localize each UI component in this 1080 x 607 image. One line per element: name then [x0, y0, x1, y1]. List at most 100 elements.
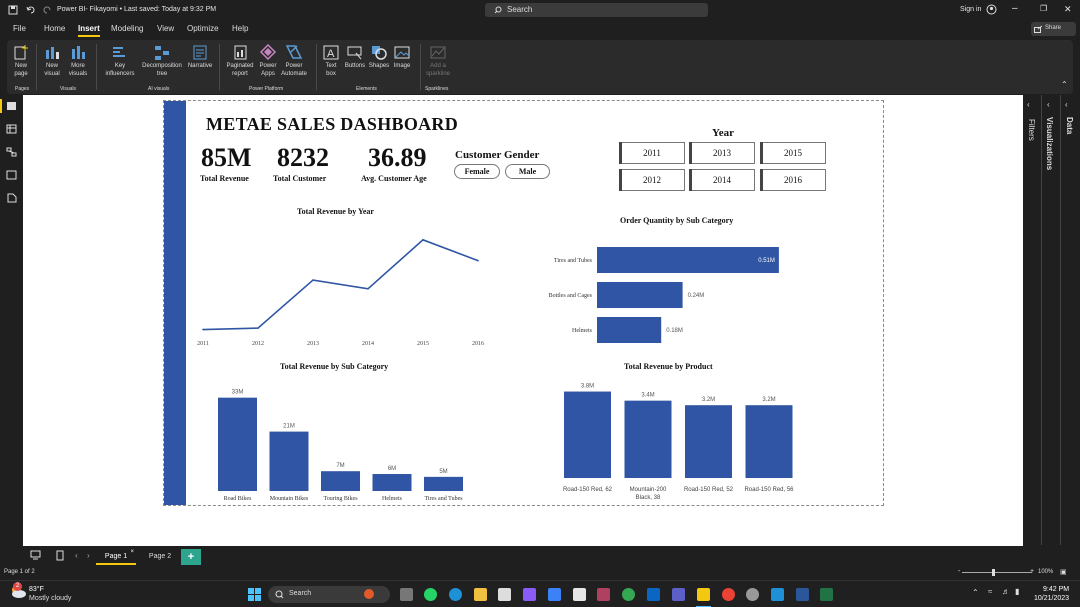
bar-data-label: 0.18M [666, 328, 683, 334]
visualizations-collapse-icon[interactable]: ‹ [1047, 100, 1050, 109]
chart-revenue-by-product[interactable]: 3.8M Road-150 Red, 62 3.4M Mountain-200 Blac… [552, 373, 812, 505]
sign-in-link[interactable]: Sign in [960, 6, 982, 13]
account-icon[interactable] [986, 4, 997, 15]
whatsapp-icon[interactable] [424, 588, 437, 601]
power-apps-button[interactable]: Power Apps [256, 44, 280, 78]
tab-page-1[interactable]: Page 1 × [96, 549, 136, 565]
buttons-button[interactable]: Buttons [342, 44, 368, 70]
text-box-button[interactable]: A Text box [320, 44, 342, 78]
add-page-button[interactable]: + [181, 549, 201, 565]
wifi-icon[interactable]: ≈ [988, 587, 993, 596]
mobile-layout-icon[interactable] [56, 550, 64, 561]
year-2013-button[interactable]: 2013 [689, 142, 755, 164]
table-view-icon[interactable] [6, 124, 17, 134]
app-badge-icon[interactable] [597, 588, 610, 601]
store-icon[interactable] [498, 588, 511, 601]
redo-icon[interactable] [42, 5, 52, 15]
next-page-icon[interactable]: › [87, 551, 90, 560]
prev-page-icon[interactable]: ‹ [75, 551, 78, 560]
chart-order-qty-by-subcategory[interactable]: Tires and Tubes 0.51M Bottles and Cages 0.2… [524, 237, 824, 347]
battery-icon[interactable]: ▮ [1015, 587, 1020, 596]
settings-icon[interactable] [746, 588, 759, 601]
notepad-icon[interactable] [548, 588, 561, 601]
close-tab-icon[interactable]: × [130, 549, 134, 555]
menu-help[interactable]: Help [232, 24, 249, 33]
zoom-out-icon[interactable]: - [958, 568, 961, 575]
minimize-button[interactable]: – [1012, 3, 1018, 14]
taskbar-search[interactable]: Search [268, 586, 390, 603]
model-view-icon[interactable] [6, 147, 17, 157]
new-page-button[interactable]: New page [9, 44, 33, 78]
photos-icon[interactable] [771, 588, 784, 601]
x-tick-label: 2013 [307, 341, 319, 347]
clock-time[interactable]: 9:42 PM [1043, 586, 1070, 593]
tab-page-2[interactable]: Page 2 [148, 553, 172, 560]
close-button[interactable]: ✕ [1064, 4, 1072, 14]
paginated-report-button[interactable]: Paginated report [223, 44, 257, 78]
menu-home[interactable]: Home [44, 24, 66, 33]
visualizations-pane-tab[interactable]: Visualizations [1045, 117, 1054, 171]
side-panes: ‹ ‹ ‹ Filters Visualizations Data [1023, 95, 1080, 545]
menu-file[interactable]: File [13, 24, 26, 33]
save-icon[interactable] [8, 5, 18, 15]
tray-chevron-icon[interactable]: ⌃ [972, 588, 979, 597]
text-box-icon: A [323, 45, 339, 60]
chrome-icon[interactable] [622, 588, 635, 601]
tmdl-view-icon[interactable] [6, 193, 17, 203]
year-2011-button[interactable]: 2011 [619, 142, 685, 164]
menu-modeling[interactable]: Modeling [111, 24, 144, 33]
fit-page-icon[interactable]: ▣ [1060, 569, 1067, 576]
decomposition-tree-icon [155, 46, 169, 60]
search-input[interactable]: Search [485, 3, 708, 17]
report-view-icon[interactable] [6, 101, 17, 111]
more-visuals-button[interactable]: More visuals [65, 44, 91, 78]
edge-icon[interactable] [449, 588, 462, 601]
power-bi-icon[interactable] [697, 588, 710, 601]
teams-icon[interactable] [672, 588, 685, 601]
app-icon[interactable] [573, 588, 586, 601]
filters-pane-tab[interactable]: Filters [1027, 119, 1036, 141]
chart-revenue-by-year[interactable]: 2011 2012 2013 2014 2015 2016 [192, 219, 492, 349]
new-visual-button[interactable]: New visual [40, 44, 64, 78]
undo-icon[interactable] [26, 5, 36, 15]
excel-icon[interactable] [820, 588, 833, 601]
file-explorer-icon[interactable] [474, 588, 487, 601]
clock-date[interactable]: 10/21/2023 [1034, 595, 1070, 602]
data-pane-tab[interactable]: Data [1065, 117, 1074, 135]
dax-query-icon[interactable] [6, 170, 17, 180]
image-button[interactable]: Image [390, 44, 414, 70]
desktop-layout-icon[interactable] [30, 550, 41, 561]
menu-insert[interactable]: Insert [78, 24, 100, 37]
windows-start-icon[interactable] [248, 588, 261, 601]
copilot-icon[interactable] [523, 588, 536, 601]
power-automate-button[interactable]: Power Automate [279, 44, 309, 78]
year-2015-button[interactable]: 2015 [760, 142, 826, 164]
key-influencers-button[interactable]: Key influencers [101, 44, 139, 78]
menu-optimize[interactable]: Optimize [187, 24, 219, 33]
filters-collapse-icon[interactable]: ‹ [1027, 100, 1030, 109]
data-collapse-icon[interactable]: ‹ [1065, 100, 1068, 109]
task-view-icon[interactable] [400, 588, 413, 601]
narrative-button[interactable]: Narrative [185, 44, 215, 70]
shapes-button[interactable]: Shapes [367, 44, 391, 70]
year-2016-button[interactable]: 2016 [760, 169, 826, 191]
gender-male-button[interactable]: Male [505, 164, 550, 179]
ribbon: New page New visual More visuals Key inf… [7, 40, 1073, 94]
menu-view[interactable]: View [157, 24, 175, 33]
decomposition-tree-button[interactable]: Decomposition tree [138, 44, 186, 78]
zoom-in-icon[interactable]: + [1030, 568, 1035, 575]
linkedin-icon[interactable] [647, 588, 660, 601]
restore-button[interactable]: ❐ [1040, 4, 1048, 13]
sparkline-button[interactable]: Add a sparkline [424, 44, 452, 78]
chart-revenue-by-subcategory[interactable]: 33M Road Bikes 21M Mountain Bikes 7M Touring … [204, 373, 479, 503]
collapse-ribbon-icon[interactable]: ⌃ [1061, 80, 1068, 89]
share-button[interactable]: Share [1031, 22, 1076, 36]
volume-icon[interactable]: ♬ [1002, 587, 1010, 596]
year-2014-button[interactable]: 2014 [689, 169, 755, 191]
gender-female-button[interactable]: Female [454, 164, 500, 179]
zoom-slider-thumb[interactable] [992, 569, 995, 576]
zoom-slider[interactable] [962, 572, 1032, 573]
year-2012-button[interactable]: 2012 [619, 169, 685, 191]
word-icon[interactable] [796, 588, 809, 601]
chrome-2-icon[interactable] [722, 588, 735, 601]
